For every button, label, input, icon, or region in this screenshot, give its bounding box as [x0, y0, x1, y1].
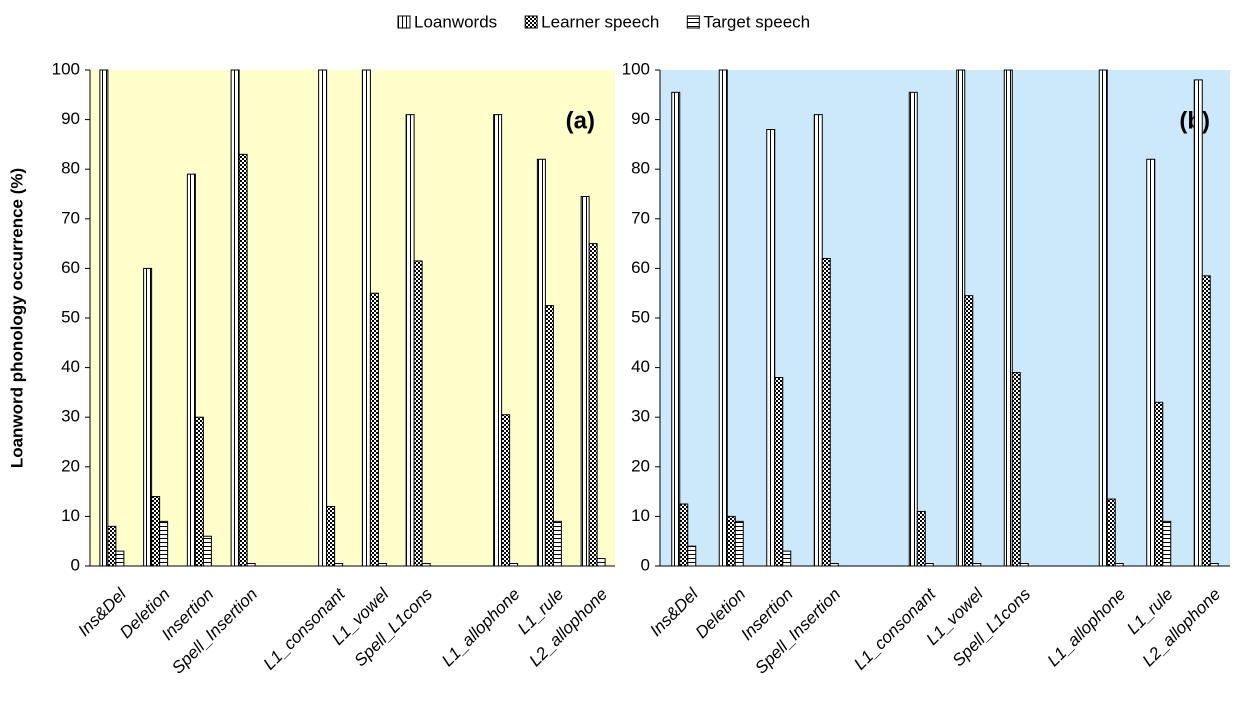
bar — [1019, 563, 1029, 567]
y-tick-label: 50 — [631, 307, 650, 326]
bar — [536, 158, 546, 567]
bar — [246, 563, 256, 567]
legend-swatch — [397, 15, 411, 29]
bar — [782, 550, 792, 567]
bar — [230, 69, 240, 567]
bar — [1162, 520, 1172, 567]
y-tick-label: 10 — [61, 506, 80, 525]
bar — [377, 563, 387, 567]
y-tick-label: 0 — [641, 555, 650, 574]
y-tick-label: 40 — [61, 357, 80, 376]
y-axis-label: Loanword phonology occurrence (%) — [7, 168, 26, 468]
bar — [916, 510, 926, 567]
bar — [1098, 69, 1108, 567]
y-tick-label: 70 — [631, 208, 650, 227]
bar — [972, 563, 982, 567]
bar — [1146, 158, 1156, 567]
bar — [413, 260, 423, 567]
bar — [588, 243, 598, 567]
bar — [726, 515, 736, 567]
bar — [369, 292, 379, 567]
bar — [1154, 401, 1164, 567]
bar — [580, 195, 590, 567]
bar — [552, 520, 562, 567]
y-tick-label: 90 — [61, 109, 80, 128]
bar — [908, 91, 918, 567]
y-tick-label: 100 — [622, 59, 650, 78]
bar — [1003, 69, 1013, 567]
legend-label: Target speech — [703, 12, 810, 31]
plot-background — [90, 70, 615, 566]
x-tick-label: L2_allophone — [525, 585, 611, 671]
y-tick-label: 60 — [61, 258, 80, 277]
bar — [671, 91, 681, 567]
y-tick-label: 80 — [61, 159, 80, 178]
y-tick-label: 30 — [61, 407, 80, 426]
bar — [326, 505, 336, 567]
bar — [194, 416, 204, 567]
legend-swatch — [686, 15, 700, 29]
plot-background — [660, 70, 1230, 566]
bar — [1114, 563, 1124, 567]
y-tick-label: 80 — [631, 159, 650, 178]
y-tick-label: 50 — [61, 307, 80, 326]
bar — [766, 129, 776, 567]
bar — [509, 563, 519, 567]
bar — [821, 257, 831, 567]
bar — [687, 545, 697, 567]
x-tick-label: Spell_L1cons — [351, 584, 437, 670]
bar — [1011, 372, 1021, 567]
bar — [679, 503, 689, 567]
bar — [159, 520, 169, 567]
bar — [202, 535, 212, 567]
bar — [1193, 79, 1203, 567]
x-tick-label: L1_allophone — [1044, 585, 1130, 671]
bar — [143, 267, 153, 567]
y-tick-label: 10 — [631, 506, 650, 525]
y-tick-label: 70 — [61, 208, 80, 227]
bar — [421, 563, 431, 567]
bar — [596, 558, 606, 567]
panel-label: (a) — [566, 107, 595, 134]
bar — [924, 563, 934, 567]
bar — [318, 69, 328, 567]
y-tick-label: 60 — [631, 258, 650, 277]
legend-label: Learner speech — [541, 12, 659, 31]
bar — [544, 305, 554, 567]
y-tick-label: 90 — [631, 109, 650, 128]
y-tick-label: 30 — [631, 407, 650, 426]
y-tick-label: 40 — [631, 357, 650, 376]
bar — [829, 563, 839, 567]
bar — [493, 114, 503, 567]
x-tick-label: L1_consonant — [850, 584, 940, 674]
bar — [813, 114, 823, 567]
bar — [238, 153, 248, 567]
bar — [1209, 563, 1219, 567]
y-tick-label: 0 — [71, 555, 80, 574]
bar — [107, 525, 117, 567]
bar — [361, 69, 371, 567]
bar — [734, 520, 744, 567]
bar — [1201, 275, 1211, 567]
bar — [774, 377, 784, 567]
legend-label: Loanwords — [414, 12, 497, 31]
bar — [964, 295, 974, 567]
bar — [99, 69, 109, 567]
bar — [1106, 498, 1116, 567]
x-tick-label: L1_allophone — [438, 585, 524, 671]
y-tick-label: 20 — [631, 456, 650, 475]
bar — [718, 69, 728, 567]
bar — [501, 414, 511, 567]
bar — [186, 173, 196, 567]
bar — [151, 496, 161, 567]
bar — [334, 563, 344, 567]
bar — [115, 550, 125, 567]
x-tick-label: Spell_Insertion — [751, 585, 844, 678]
legend-swatch — [524, 15, 538, 29]
bar — [956, 69, 966, 567]
y-tick-label: 20 — [61, 456, 80, 475]
y-tick-label: 100 — [52, 59, 80, 78]
bar — [405, 114, 415, 567]
